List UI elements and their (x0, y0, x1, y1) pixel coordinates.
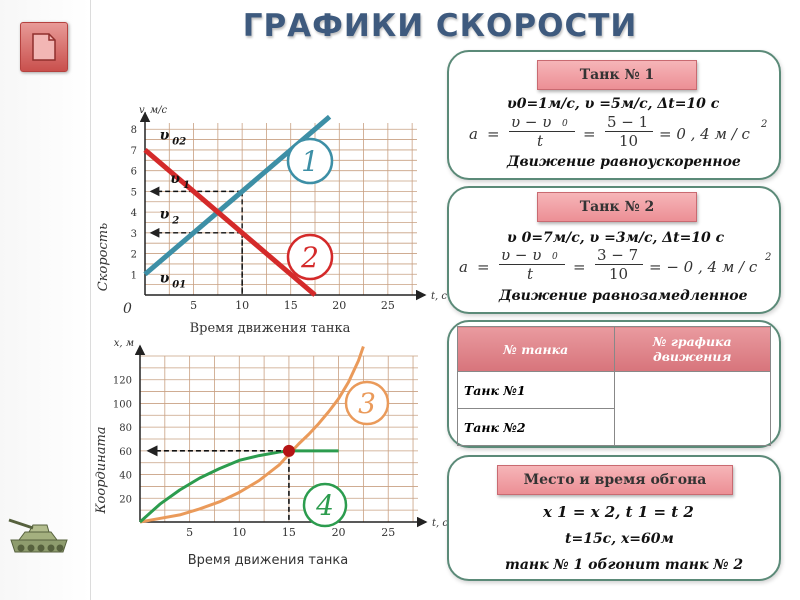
y-tick-label: 7 (131, 146, 137, 157)
x-tick-label: 25 (381, 526, 395, 539)
left-sidebar (0, 0, 91, 600)
tank2-params: υ 0=7м/с, υ =3м/с, Δt=10 с (507, 230, 725, 246)
y-tick-label: 4 (131, 208, 137, 219)
y-tick-label: 20 (119, 494, 132, 505)
velocity-annotation-sub: 02 (172, 137, 186, 148)
tank2-panel: Танк № 2 υ 0=7м/с, υ =3м/с, Δt=10 с a = … (447, 186, 781, 314)
overtake-equation: x 1 = x 2, t 1 = t 2 (543, 503, 694, 521)
series-badge-label: 1 (301, 145, 319, 178)
y-tick-label: 3 (131, 229, 137, 240)
y-tick-label: 6 (131, 167, 137, 178)
y-tick-label: 60 (119, 447, 132, 458)
velocity-xlabel: Время движения танка (190, 321, 351, 336)
tank2-label: Танк № 2 (537, 192, 697, 222)
chart-grid (140, 355, 418, 522)
table-row-tank2: Танк №2 (457, 408, 615, 446)
y-tick-label: 120 (113, 376, 132, 387)
tank-icon (8, 518, 68, 553)
x-tick-label: 15 (284, 299, 298, 312)
series-badge-circle (286, 233, 334, 281)
velocity-annotation-sub: 2 (171, 215, 179, 226)
tank2-motion: Движение равнозамедленное (499, 288, 748, 304)
origin-label: 0 (123, 301, 132, 317)
velocity-annotation-symbol: υ (160, 206, 170, 222)
document-icon (32, 33, 56, 61)
table-header-tank: № танка (457, 326, 615, 372)
velocity-ylabel: Скорость (96, 223, 111, 291)
series-badge-circle (286, 137, 334, 185)
series-badge-label: 3 (358, 387, 376, 420)
velocity-annotation-symbol: υ (170, 171, 180, 187)
x-unit-label: t, c (432, 518, 448, 529)
x-unit-label: t, c (431, 291, 447, 302)
y-tick-label: 8 (131, 125, 137, 136)
tank1-formula: a = υ − υ 0 t = 5 − 1 10 = 0 , 4 м / с 2 (469, 113, 768, 150)
tanks-table: № танка № графика движения Танк №1 Танк … (457, 326, 771, 446)
overtake-label: Место и время обгона (497, 465, 733, 495)
y-tick-label: 2 (131, 250, 137, 261)
y-tick-label: 40 (119, 471, 132, 482)
x-tick-label: 25 (381, 299, 395, 312)
overtake-panel: Место и время обгона x 1 = x 2, t 1 = t … (447, 455, 781, 581)
series-badge-label: 2 (300, 241, 319, 274)
table-panel: № танка № графика движения Танк №1 Танк … (447, 320, 781, 448)
intersection-point (282, 444, 295, 457)
overtake-conclusion: танк № 1 обгонит танк № 2 (505, 557, 744, 573)
x-tick-label: 5 (190, 299, 197, 312)
y-unit-label: x, м (114, 340, 134, 349)
velocity-annotation-sub: 1 (183, 180, 190, 191)
overtake-values: t=15с, x=60м (565, 531, 674, 547)
x-tick-label: 15 (282, 526, 296, 539)
x-tick-label: 10 (232, 526, 246, 539)
x-tick-label: 5 (186, 526, 193, 539)
series-badge-label: 4 (315, 489, 334, 522)
y-unit-label: v, м/с (139, 105, 167, 116)
x-tick-label: 20 (332, 299, 346, 312)
velocity-annotation: υ 01 (160, 271, 187, 291)
table-row-tank1: Танк №1 (457, 371, 615, 409)
series-badge-circle (302, 482, 348, 528)
velocity-annotation: υ 02 (160, 128, 187, 148)
velocity-annotation-symbol: υ (160, 128, 170, 144)
tank2-formula: a = υ − υ 0 t = 3 − 7 10 = − 0 , 4 м / с… (459, 246, 772, 283)
tank1-motion: Движение равноускоренное (507, 154, 741, 170)
coordinate-series-line-4 (138, 449, 339, 524)
table-header-graph: № графика движения (613, 326, 771, 372)
series-badge-circle (344, 380, 390, 426)
coordinate-xlabel: Время движения танка (188, 553, 349, 568)
y-tick-label: 80 (119, 423, 132, 434)
x-tick-label: 20 (332, 526, 346, 539)
table-cell-graph (613, 371, 771, 446)
tank1-label: Танк № 1 (537, 60, 697, 90)
velocity-chart: Скорость Время движения танка 5 10 15 20 251… (96, 105, 447, 336)
y-tick-label: 5 (131, 187, 137, 198)
y-tick-label: 1 (131, 270, 137, 281)
x-tick-label: 10 (235, 299, 249, 312)
velocity-annotation-symbol: υ (160, 271, 170, 287)
coordinate-ylabel: Координата (94, 426, 109, 514)
velocity-annotation-sub: 01 (172, 280, 186, 291)
tank1-panel: Танк № 1 υ0=1м/с, υ =5м/с, Δt=10 с a = υ… (447, 50, 781, 180)
page-title: ГРАФИКИ СКОРОСТИ (242, 8, 638, 44)
y-tick-label: 100 (113, 399, 132, 410)
document-button[interactable] (20, 22, 68, 72)
velocity-series-line-2 (143, 148, 317, 297)
tank1-params: υ0=1м/с, υ =5м/с, Δt=10 с (507, 96, 720, 112)
coordinate-chart: Координата Время движения танка 5 10 15 20 2… (94, 340, 448, 568)
